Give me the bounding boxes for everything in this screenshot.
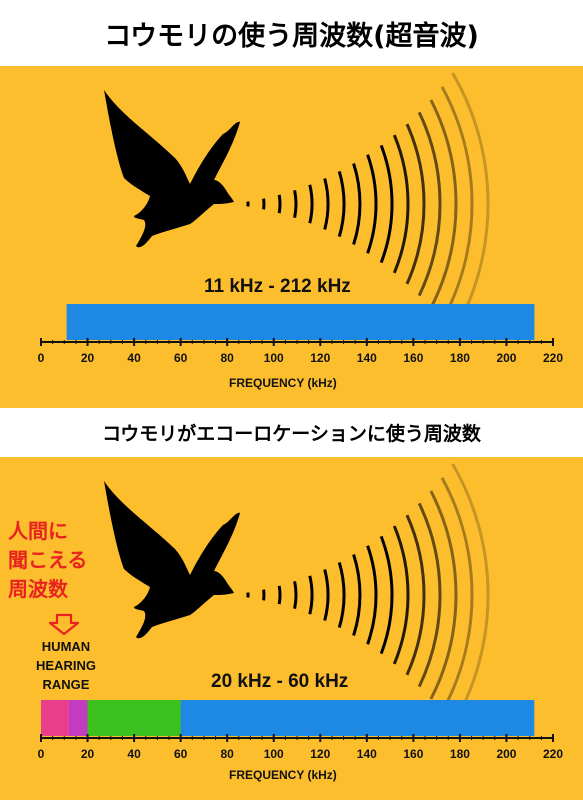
x-tick-label: 180 [450,747,470,761]
x-tick-label: 200 [496,747,516,761]
x-tick-label: 60 [174,351,188,365]
frequency-bar-segment [68,700,88,736]
wave-arc [440,477,474,713]
x-tick-label: 220 [543,747,563,761]
wave-arc [323,178,330,230]
wave-arc [417,111,442,297]
note-line: 聞こえる [8,548,88,572]
human-hearing-range-label: HUMAN HEARING RANGE [12,637,120,694]
sound-waves [246,72,490,336]
wave-arc [379,535,394,655]
x-tick-label: 140 [357,351,377,365]
range-label: 11 kHz - 212 kHz [204,276,351,297]
human-label-line: RANGE [42,677,90,692]
wave-arc [392,525,410,665]
x-tick-label: 120 [310,351,330,365]
page-title: コウモリの使う周波数(超音波) [104,20,479,52]
frequency-chart-1: 0 20 40 60 80 100 120 140 160 180 200 220 [38,304,563,365]
x-tick-label: 220 [543,351,563,365]
panel1-illustration: 0 20 40 60 80 100 120 140 160 180 200 220 [38,72,563,365]
frequency-bar-segment [66,304,535,340]
wave-arc [392,134,410,274]
sound-waves [246,463,490,727]
x-tick-label: 140 [357,747,377,761]
bat-silhouette-icon [104,90,240,248]
human-audible-note: 人間に 聞こえる 周波数 [8,517,108,604]
human-label-line: HUMAN [41,639,91,654]
x-tick-label: 100 [264,747,284,761]
wave-arc [429,99,458,309]
axis-title: FREQUENCY (kHz) [229,376,337,390]
x-tick-label: 0 [38,747,45,761]
wave-arc [308,184,314,224]
x-tick-label: 80 [221,351,235,365]
bat-silhouette-icon [104,481,240,639]
frequency-bar-segment [41,700,69,736]
wave-arc [337,561,346,629]
x-tick-label: 100 [264,351,284,365]
panel2-illustration: 0 20 40 60 80 100 120 140 160 180 200 220 [38,463,563,761]
axis-title: FREQUENCY (kHz) [229,768,337,782]
x-tick-label: 200 [496,351,516,365]
frequency-chart-2: 0 20 40 60 80 100 120 140 160 180 200 220 [38,700,563,761]
human-label-line: HEARING [36,658,96,673]
x-tick-label: 120 [310,747,330,761]
wave-arc [451,463,490,727]
x-tick-label: 160 [403,351,423,365]
x-tick-label: 20 [81,351,95,365]
wave-arc [308,575,314,615]
wave-arc [277,585,282,605]
x-tick-label: 0 [38,351,45,365]
x-tick-label: 160 [403,747,423,761]
range-label: 20 kHz - 60 kHz [211,671,349,692]
x-tick-label: 60 [174,747,188,761]
wave-arc [323,569,330,621]
x-tick-label: 180 [450,351,470,365]
wave-arc [337,170,346,238]
wave-arc [293,580,298,610]
x-tick-label: 20 [81,747,95,761]
wave-arc [366,545,378,645]
wave-arc [366,154,378,254]
note-line: 周波数 [8,577,68,601]
wave-arc [405,514,426,676]
wave-arc [440,86,474,322]
frequency-bar-segment [87,700,181,736]
wave-arc [352,554,362,636]
wave-arc [293,189,298,219]
note-line: 人間に [8,519,68,543]
wave-arc [379,144,394,264]
panel-echolocation-frequencies: 0 20 40 60 80 100 120 140 160 180 200 220 20 kHz - … [0,457,583,800]
wave-arc [405,123,426,285]
x-tick-label: 40 [127,747,141,761]
wave-arc [429,490,458,700]
x-tick-label: 40 [127,351,141,365]
wave-arc [451,72,490,336]
wave-arc [352,163,362,245]
wave-arc [277,194,282,214]
down-arrow-icon [48,613,80,636]
frequency-bar-segment [180,700,535,736]
wave-arc [417,502,442,688]
x-tick-label: 80 [221,747,235,761]
panel-all-frequencies: 0 20 40 60 80 100 120 140 160 180 200 220 11 kHz - … [0,66,583,408]
section-subtitle: コウモリがエコーロケーションに使う周波数 [102,423,481,445]
